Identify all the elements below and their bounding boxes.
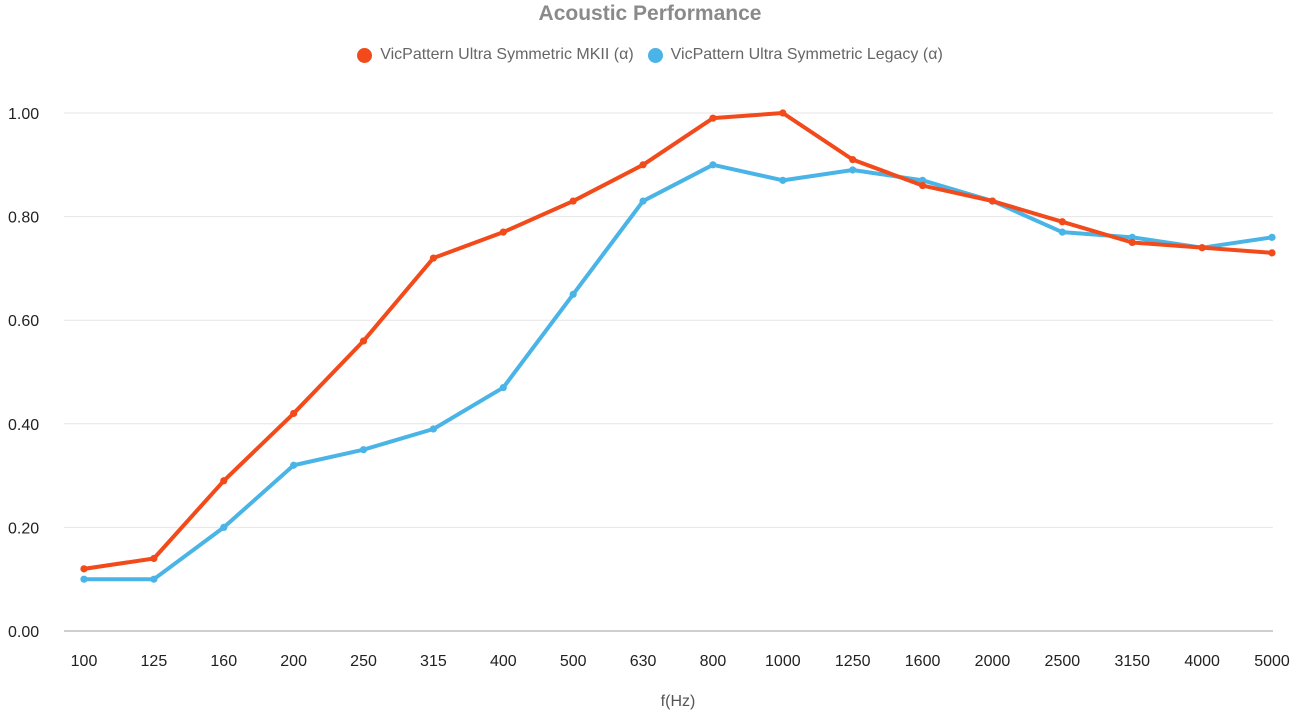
data-point-mkii [918, 181, 927, 190]
x-tick-label: 125 [141, 653, 168, 670]
data-point-mkii [639, 161, 647, 169]
x-tick-label: 1250 [835, 653, 871, 670]
data-point-legacy [80, 575, 88, 583]
x-axis-label: f(Hz) [661, 693, 696, 710]
data-point-mkii [1128, 238, 1136, 247]
data-point-legacy [1058, 228, 1066, 236]
legend-item-mkii[interactable]: VicPattern Ultra Symmetric MKII (α) [357, 46, 634, 64]
data-point-mkii [220, 477, 228, 485]
data-point-legacy [779, 176, 787, 184]
x-tick-label: 200 [280, 653, 307, 670]
data-point-legacy [639, 197, 647, 205]
legend-swatch-legacy [647, 47, 663, 63]
x-tick-label: 5000 [1254, 653, 1290, 670]
x-tick-label: 630 [630, 653, 657, 670]
x-tick-label: 2500 [1045, 653, 1081, 670]
data-point-legacy [918, 176, 927, 184]
x-tick-label: 160 [210, 653, 237, 670]
y-tick-label: 0.60 [8, 313, 39, 330]
data-point-legacy [1128, 233, 1136, 241]
y-tick-label: 0.40 [8, 417, 39, 434]
data-point-legacy [499, 383, 507, 392]
data-point-mkii [150, 554, 158, 563]
data-point-legacy [1268, 233, 1276, 241]
data-point-mkii [359, 337, 368, 345]
data-point-mkii [499, 228, 507, 236]
data-point-legacy [150, 575, 158, 583]
data-point-legacy [290, 461, 298, 469]
x-tick-label: 250 [350, 653, 377, 670]
x-tick-label: 100 [71, 653, 98, 670]
x-tick-label: 500 [560, 653, 587, 670]
x-tick-label: 2000 [975, 653, 1011, 670]
chart-title: Acoustic Performance [538, 2, 762, 25]
y-tick-label: 0.00 [8, 624, 39, 641]
data-point-legacy [220, 523, 228, 532]
legend-label-mkii: VicPattern Ultra Symmetric MKII (α) [380, 46, 634, 63]
data-point-mkii [1268, 249, 1276, 257]
x-tick-label: 1000 [765, 653, 801, 670]
y-tick-label: 0.80 [8, 210, 39, 227]
data-point-mkii [290, 409, 298, 418]
series-line-legacy [82, 162, 1274, 582]
data-point-legacy [709, 161, 717, 169]
x-tick-label: 4000 [1184, 653, 1220, 670]
data-point-mkii [569, 197, 577, 205]
data-point-mkii [80, 565, 88, 573]
y-tick-label: 0.20 [8, 520, 39, 537]
x-tick-label: 400 [490, 653, 517, 670]
data-point-mkii [1058, 218, 1066, 226]
data-point-mkii [709, 114, 717, 122]
x-tick-label: 3150 [1114, 653, 1150, 670]
legend-item-legacy[interactable]: VicPattern Ultra Symmetric Legacy (α) [647, 46, 943, 64]
y-tick-label: 1.00 [8, 106, 39, 123]
data-point-legacy [569, 290, 577, 298]
data-point-legacy [429, 425, 438, 433]
data-point-legacy [359, 446, 368, 454]
data-point-mkii [849, 156, 857, 164]
data-point-mkii [429, 254, 438, 262]
series-line-mkii [82, 111, 1274, 571]
legend-label-legacy: VicPattern Ultra Symmetric Legacy (α) [670, 46, 943, 63]
data-point-mkii [1198, 244, 1206, 252]
x-tick-label: 1600 [905, 653, 941, 670]
legend-swatch-mkii [357, 47, 373, 63]
data-point-mkii [988, 197, 997, 205]
data-point-legacy [849, 166, 857, 174]
x-tick-label: 800 [700, 653, 727, 670]
data-point-mkii [779, 109, 787, 117]
legend: VicPattern Ultra Symmetric MKII (α) VicP… [0, 46, 1300, 64]
x-tick-label: 315 [420, 653, 447, 670]
